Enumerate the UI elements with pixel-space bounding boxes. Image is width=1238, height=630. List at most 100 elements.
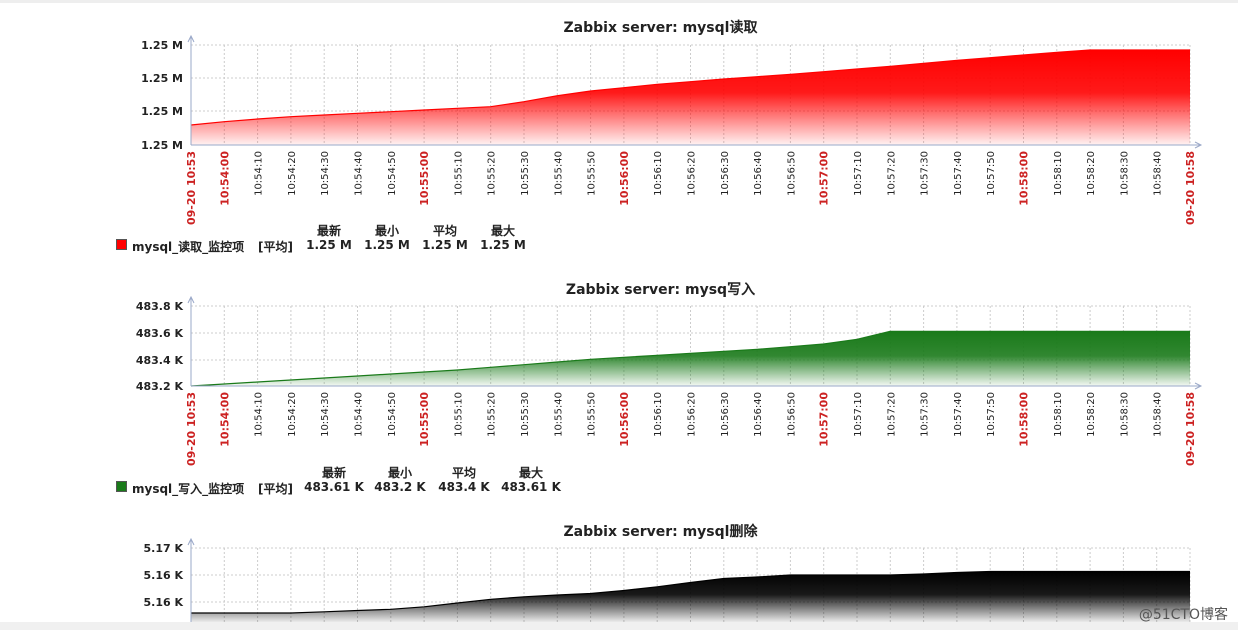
x-tick-label: 10:57:40 — [953, 392, 964, 437]
legend-item-func: [平均] — [258, 482, 293, 496]
x-tick-label: 10:54:40 — [354, 151, 365, 196]
y-tick-label: 483.4 K — [136, 354, 184, 367]
x-tick-label: 10:55:30 — [520, 151, 531, 196]
x-tick-label: 10:58:40 — [1153, 151, 1164, 196]
legend-mysql-read: 最新 最小 平均 最大 mysql_读取_监控项 [平均] 1.25 M 1.2… — [0, 222, 700, 262]
top-strip — [0, 0, 1238, 3]
x-tick-label: 10:55:00 — [418, 392, 431, 447]
x-tick-label: 10:58:10 — [1053, 392, 1064, 437]
y-axis-arrow — [187, 34, 195, 43]
x-tick-label: 10:55:20 — [487, 392, 498, 437]
legend-swatch — [116, 239, 127, 250]
x-tick-label: 10:55:10 — [453, 392, 464, 437]
watermark: @51CTO博客 — [1138, 607, 1228, 623]
legend-value-min: 483.2 K — [374, 480, 426, 494]
x-tick-label: 10:57:30 — [920, 392, 931, 437]
legend-value-max: 483.61 K — [501, 480, 561, 494]
series-line — [190, 330, 1190, 387]
x-tick-label: 10:56:00 — [618, 151, 631, 206]
chart-0: Zabbix server: mysql读取 1.25 M 1.25 M 1.25 M… — [141, 19, 1203, 225]
x-tick-label: 10:58:40 — [1153, 392, 1164, 437]
x-tick-label: 10:57:10 — [853, 151, 864, 196]
legend-header-avg: 平均 — [432, 224, 457, 238]
x-tick-label: 10:58:30 — [1119, 151, 1130, 196]
y-tick-label: 5.16 K — [144, 569, 184, 582]
x-tick-label: 10:56:20 — [687, 151, 698, 196]
x-tick-label: 10:55:00 — [418, 151, 431, 206]
x-tick-label: 10:55:40 — [553, 151, 564, 196]
x-tick-label: 10:54:50 — [387, 392, 398, 437]
x-tick-label: 10:57:10 — [853, 392, 864, 437]
legend-value-max: 1.25 M — [480, 238, 526, 252]
x-tick-label: 10:54:30 — [320, 151, 331, 196]
legend-header-max: 最大 — [490, 224, 515, 238]
legend-item-name: mysql_读取_监控项 — [132, 240, 245, 254]
legend-value-min: 1.25 M — [364, 238, 410, 252]
x-tick-label: 10:55:50 — [587, 151, 598, 196]
x-tick-label: 10:56:10 — [653, 151, 664, 196]
series-line — [191, 570, 1190, 614]
chart-1: Zabbix server: mysq写入 483.2 K 483.4 K 483.6… — [136, 282, 1203, 466]
x-tick-label: 10:57:30 — [920, 151, 931, 196]
legend-value-latest: 483.61 K — [304, 480, 364, 494]
y-tick-label: 1.25 M — [141, 105, 183, 118]
x-tick-label: 10:57:40 — [953, 151, 964, 196]
legend-item-name: mysql_写入_监控项 — [132, 482, 245, 496]
y-tick-label: 1.25 M — [141, 72, 183, 85]
legend-item-func: [平均] — [258, 240, 293, 254]
x-tick-label: 10:57:00 — [818, 392, 831, 447]
y-axis-arrow — [187, 537, 195, 546]
x-tick-label: 10:54:10 — [254, 151, 265, 196]
legend-header-latest: 最新 — [321, 466, 346, 480]
y-tick-label: 483.8 K — [136, 300, 184, 313]
chart-2: Zabbix server: mysql删除 5.16 K 5.16 K 5.17 K — [144, 523, 1191, 623]
x-tick-label: 10:55:20 — [487, 151, 498, 196]
legend-header-min: 最小 — [387, 466, 412, 480]
x-tick-label: 10:55:30 — [520, 392, 531, 437]
x-axis-arrow — [1194, 141, 1203, 149]
x-tick-label: 10:56:20 — [687, 392, 698, 437]
legend-header-min: 最小 — [374, 224, 399, 238]
y-tick-label: 483.2 K — [136, 380, 184, 393]
chart-title: Zabbix server: mysql删除 — [564, 523, 759, 540]
x-tick-label: 10:54:20 — [287, 392, 298, 437]
x-tick-label: 10:55:10 — [453, 151, 464, 196]
y-tick-label: 5.16 K — [144, 596, 184, 609]
series-area — [191, 50, 1190, 145]
series-line — [190, 49, 1190, 126]
bottom-strip — [0, 622, 1238, 630]
x-tick-label: 10:54:20 — [287, 151, 298, 196]
x-tick-label: 10:55:40 — [553, 392, 564, 437]
x-axis-arrow — [1194, 382, 1203, 390]
x-tick-label: 10:57:20 — [886, 392, 897, 437]
x-tick-label: 09-20 10:58 — [1184, 392, 1197, 466]
x-tick-label: 10:57:20 — [886, 151, 897, 196]
y-tick-label: 1.25 M — [141, 139, 183, 152]
x-tick-label: 09-20 10:53 — [185, 392, 198, 466]
x-tick-label: 10:58:00 — [1018, 151, 1031, 206]
x-tick-label: 10:57:00 — [818, 151, 831, 206]
x-tick-label: 10:54:00 — [218, 392, 231, 447]
x-tick-label: 10:58:00 — [1018, 392, 1031, 447]
x-tick-label: 10:56:30 — [720, 151, 731, 196]
y-tick-label: 1.25 M — [141, 39, 183, 52]
chart-title: Zabbix server: mysq写入 — [566, 282, 755, 298]
legend-swatch — [116, 481, 127, 492]
x-tick-label: 10:54:50 — [387, 151, 398, 196]
legend-value-latest: 1.25 M — [306, 238, 352, 252]
x-tick-label: 10:55:50 — [587, 392, 598, 437]
legend-mysql-write: 最新 最小 平均 最大 mysql_写入_监控项 [平均] 483.61 K 4… — [0, 464, 700, 504]
x-tick-label: 10:58:20 — [1086, 151, 1097, 196]
y-tick-label: 5.17 K — [144, 542, 184, 555]
x-tick-label: 10:58:30 — [1119, 392, 1130, 437]
x-tick-label: 10:56:00 — [618, 392, 631, 447]
legend-value-avg: 483.4 K — [438, 480, 490, 494]
x-tick-label: 10:56:40 — [753, 392, 764, 437]
x-tick-label: 10:58:20 — [1086, 392, 1097, 437]
x-tick-label: 09-20 10:58 — [1184, 151, 1197, 225]
x-tick-label: 10:54:10 — [254, 392, 265, 437]
x-tick-label: 09-20 10:53 — [185, 151, 198, 225]
legend-header-avg: 平均 — [451, 466, 476, 480]
x-tick-label: 10:57:50 — [986, 151, 997, 196]
